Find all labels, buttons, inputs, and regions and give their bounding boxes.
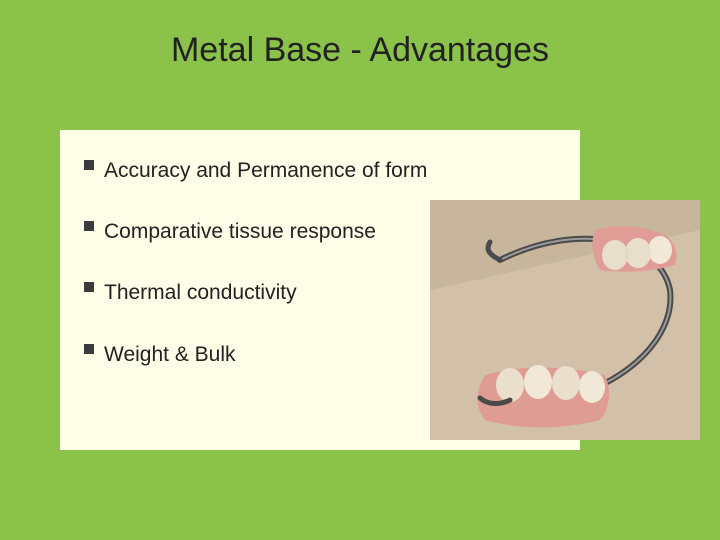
bullet-text: Comparative tissue response xyxy=(104,219,376,244)
bullet-text: Weight & Bulk xyxy=(104,342,236,367)
bullet-text: Thermal conductivity xyxy=(104,280,297,305)
bullet-item: Accuracy and Permanence of form xyxy=(84,158,556,183)
bullet-marker-icon xyxy=(84,344,94,354)
partial-denture-photo xyxy=(430,200,700,440)
bullet-marker-icon xyxy=(84,221,94,231)
title-band: Metal Base - Advantages xyxy=(0,0,720,100)
slide: Metal Base - Advantages Accuracy and Per… xyxy=(0,0,720,540)
bullet-text: Accuracy and Permanence of form xyxy=(104,158,427,183)
slide-title: Metal Base - Advantages xyxy=(171,31,549,70)
bullet-marker-icon xyxy=(84,160,94,170)
bullet-marker-icon xyxy=(84,282,94,292)
